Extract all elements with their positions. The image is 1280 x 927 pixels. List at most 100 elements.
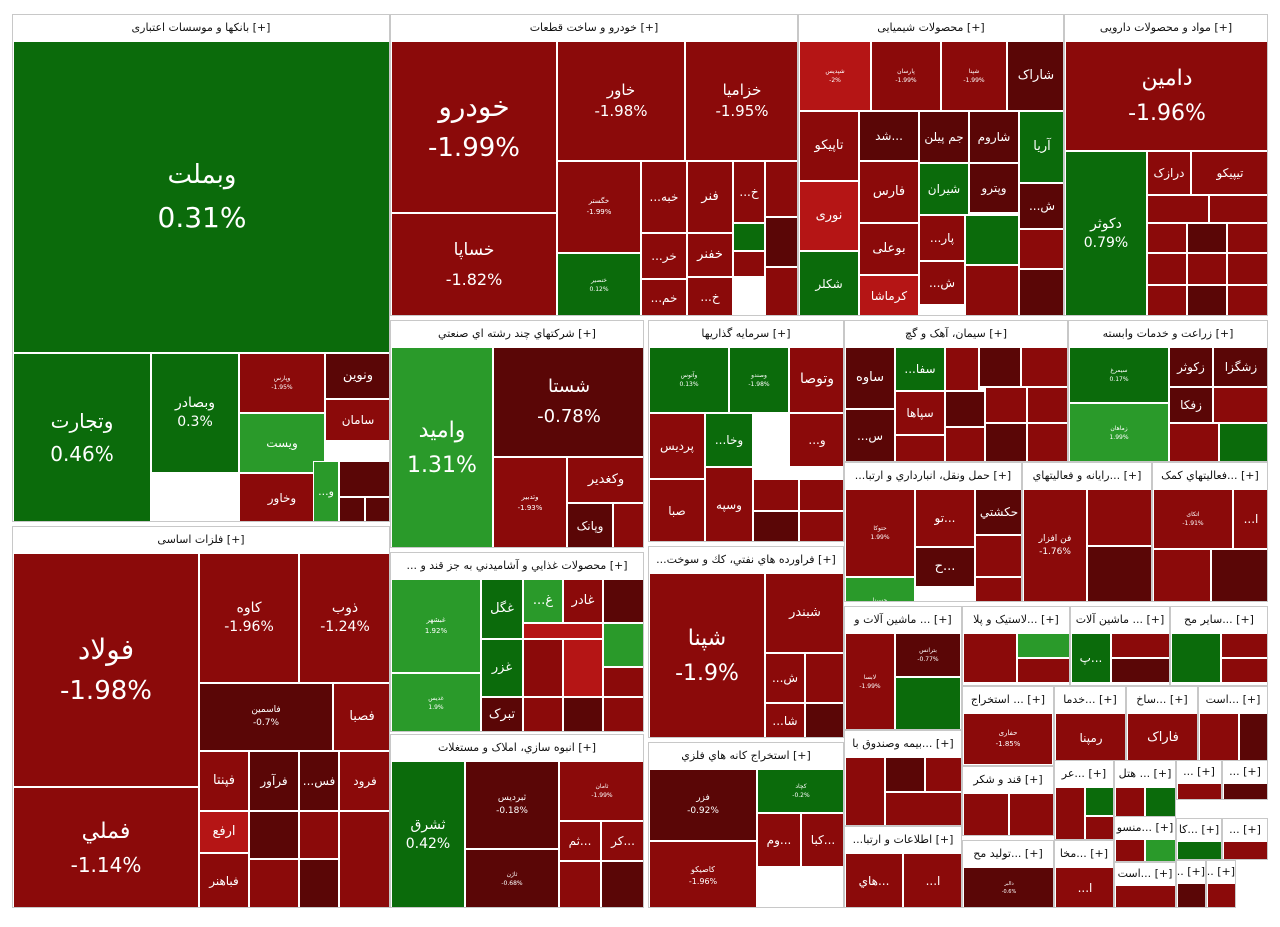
stock-tile[interactable]: شاراک — [1007, 41, 1063, 111]
stock-tile[interactable]: ونوین — [325, 353, 389, 399]
stock-tile[interactable]: ...شد — [859, 111, 919, 161]
stock-tile-unlabeled[interactable] — [1085, 816, 1113, 839]
stock-tile[interactable]: سیمرغ 0.17% — [1069, 347, 1169, 403]
stock-tile[interactable]: وخا... — [705, 413, 753, 467]
sector-title[interactable]: [+] ...مخا — [1055, 841, 1113, 867]
stock-tile-unlabeled[interactable] — [1227, 253, 1267, 285]
sector-title[interactable]: [+] فراورده هاي نفتي، كك و سوخت... — [649, 547, 843, 573]
stock-tile[interactable]: و... — [313, 461, 339, 521]
stock-tile-unlabeled[interactable] — [799, 479, 843, 511]
stock-tile-unlabeled[interactable] — [563, 697, 603, 731]
sector-block[interactable]: [+] استخراج کانه هاي فلزي فزر -0.92% کچاد -0… — [648, 742, 844, 908]
sector-block[interactable]: [+] ... ماشین آلات ...پ — [1070, 606, 1170, 686]
stock-tile-unlabeled[interactable] — [1227, 285, 1267, 315]
stock-tile-unlabeled[interactable] — [963, 793, 1009, 835]
stock-tile-unlabeled[interactable] — [895, 435, 945, 461]
stock-tile-unlabeled[interactable] — [1213, 387, 1267, 423]
stock-tile[interactable]: زکوثر — [1169, 347, 1213, 387]
stock-tile[interactable]: غزر — [481, 639, 523, 697]
sector-title[interactable]: [+] ...خدما — [1055, 687, 1125, 713]
sector-block[interactable]: [+] ...عر — [1054, 760, 1114, 840]
stock-tile-unlabeled[interactable] — [249, 811, 299, 859]
sector-block[interactable]: [+] ...سایر مح — [1170, 606, 1268, 686]
sector-title[interactable]: [+] شرکتهاي چند رشته اي صنعتي — [391, 321, 643, 347]
stock-tile-unlabeled[interactable] — [563, 639, 603, 697]
stock-tile[interactable]: خنصیر 0.12% — [557, 253, 641, 315]
stock-tile-unlabeled[interactable] — [339, 811, 389, 907]
stock-tile[interactable]: بترانس -0.77% — [895, 633, 961, 677]
sector-title[interactable]: [+] زراعت و خدمات وابسته — [1069, 321, 1267, 347]
stock-tile-unlabeled[interactable] — [523, 639, 563, 697]
sector-block[interactable]: [+] انبوه سازي، املاک و مستغلات ثشرق 0.42%… — [390, 734, 644, 908]
stock-tile[interactable]: ذوب -1.24% — [299, 553, 389, 683]
sector-title[interactable]: [+] ... هتل — [1115, 761, 1175, 787]
stock-tile-unlabeled[interactable] — [1223, 783, 1267, 799]
stock-tile[interactable]: ...وم — [757, 813, 801, 867]
stock-tile-unlabeled[interactable] — [1209, 195, 1267, 223]
stock-tile[interactable]: صبا — [649, 479, 705, 541]
sector-block[interactable]: [+] سرمایه گذاریها وآتوس 0.13% وصندو -1.98% و… — [648, 320, 844, 542]
sector-block[interactable]: [+] زراعت و خدمات وابسته زکوثر زشگزا زفکا سی… — [1068, 320, 1268, 462]
stock-tile[interactable]: فرود — [339, 751, 389, 811]
stock-tile[interactable]: فولاد -1.98% — [13, 553, 199, 787]
sector-title[interactable]: [+] ...عر — [1055, 761, 1113, 787]
stock-tile[interactable]: خفنر — [687, 233, 733, 277]
stock-tile-unlabeled[interactable] — [1187, 223, 1227, 253]
sector-title[interactable]: [+] ...لاستیک و پلا — [963, 607, 1069, 633]
stock-tile-unlabeled[interactable] — [1199, 713, 1239, 763]
sector-title[interactable]: [+] سیمان، آهک و گچ — [845, 321, 1067, 347]
stock-tile-unlabeled[interactable] — [945, 347, 979, 391]
stock-tile[interactable]: کاصیکو -1.96% — [649, 841, 757, 907]
stock-tile-unlabeled[interactable] — [1177, 841, 1221, 859]
stock-tile-unlabeled[interactable] — [1227, 223, 1267, 253]
stock-tile-unlabeled[interactable] — [885, 757, 925, 792]
stock-tile[interactable]: ا... — [1055, 867, 1113, 907]
stock-tile-unlabeled[interactable] — [985, 387, 1027, 423]
stock-tile[interactable]: جم پیلن — [919, 111, 969, 163]
sector-title[interactable]: [+] ... — [1177, 761, 1221, 783]
stock-tile[interactable]: خگستر -1.99% — [557, 161, 641, 253]
stock-tile[interactable]: حسینا-1.95% — [845, 577, 915, 601]
stock-tile[interactable]: حتوکا 1.99% — [845, 489, 915, 577]
stock-tile[interactable]: ویست — [239, 413, 325, 473]
stock-tile[interactable]: وکغدیر — [567, 457, 643, 503]
sector-title[interactable]: [+] استخراج کانه هاي فلزي — [649, 743, 843, 769]
stock-tile[interactable]: پار... — [919, 215, 965, 261]
sector-block[interactable]: [+] ...منسو — [1114, 816, 1176, 862]
stock-tile-unlabeled[interactable] — [845, 757, 885, 825]
stock-tile[interactable]: شیران — [919, 163, 969, 215]
stock-tile-unlabeled[interactable] — [523, 697, 563, 731]
stock-tile-unlabeled[interactable] — [1085, 787, 1113, 816]
stock-tile-unlabeled[interactable] — [1219, 423, 1267, 461]
stock-tile[interactable]: وتوصا — [789, 347, 843, 413]
stock-tile-unlabeled[interactable] — [975, 535, 1021, 577]
sector-title[interactable]: [+] ... ماشین آلات — [1071, 607, 1169, 633]
stock-tile-unlabeled[interactable] — [733, 251, 765, 277]
sector-title[interactable]: [+] محصولات شیمیایی — [799, 15, 1063, 41]
stock-tile[interactable]: تیپیکو — [1191, 151, 1267, 195]
stock-tile-unlabeled[interactable] — [965, 265, 1019, 315]
sector-block[interactable]: [+] شرکتهاي چند رشته اي صنعتي وامید 1.31% ش… — [390, 320, 644, 548]
stock-tile-unlabeled[interactable] — [365, 497, 389, 521]
stock-tile[interactable]: فرآور — [249, 751, 299, 811]
sector-block[interactable]: [+] ... — [1222, 760, 1268, 800]
sector-title[interactable]: [+] ...سایر مح — [1171, 607, 1267, 633]
stock-tile[interactable]: سفا... — [895, 347, 945, 391]
stock-tile[interactable]: ...پ — [1071, 633, 1111, 683]
stock-tile-unlabeled[interactable] — [603, 697, 643, 731]
sector-title[interactable]: [+] ...منسو — [1115, 817, 1175, 839]
sector-title[interactable]: [+] ... — [1207, 861, 1235, 883]
sector-block[interactable]: [+] ... — [1206, 860, 1236, 908]
stock-tile[interactable]: سامان — [325, 399, 389, 441]
stock-tile[interactable]: فنر — [687, 161, 733, 233]
sector-title[interactable]: [+] خودرو و ساخت قطعات — [391, 15, 797, 41]
stock-tile-unlabeled[interactable] — [799, 511, 843, 541]
sector-block[interactable]: [+] ...لاستیک و پلا — [962, 606, 1070, 686]
stock-tile[interactable]: نوری — [799, 181, 859, 251]
stock-tile[interactable]: وتدبیر -1.93% — [493, 457, 567, 547]
stock-tile[interactable]: زفکا — [1169, 387, 1213, 423]
stock-tile[interactable]: وامید 1.31% — [391, 347, 493, 547]
sector-block[interactable]: [+] اطلاعات و ارتبا... ...هاي ا... — [844, 826, 962, 908]
stock-tile[interactable]: شکلر — [799, 251, 859, 315]
stock-tile-unlabeled[interactable] — [753, 479, 799, 511]
